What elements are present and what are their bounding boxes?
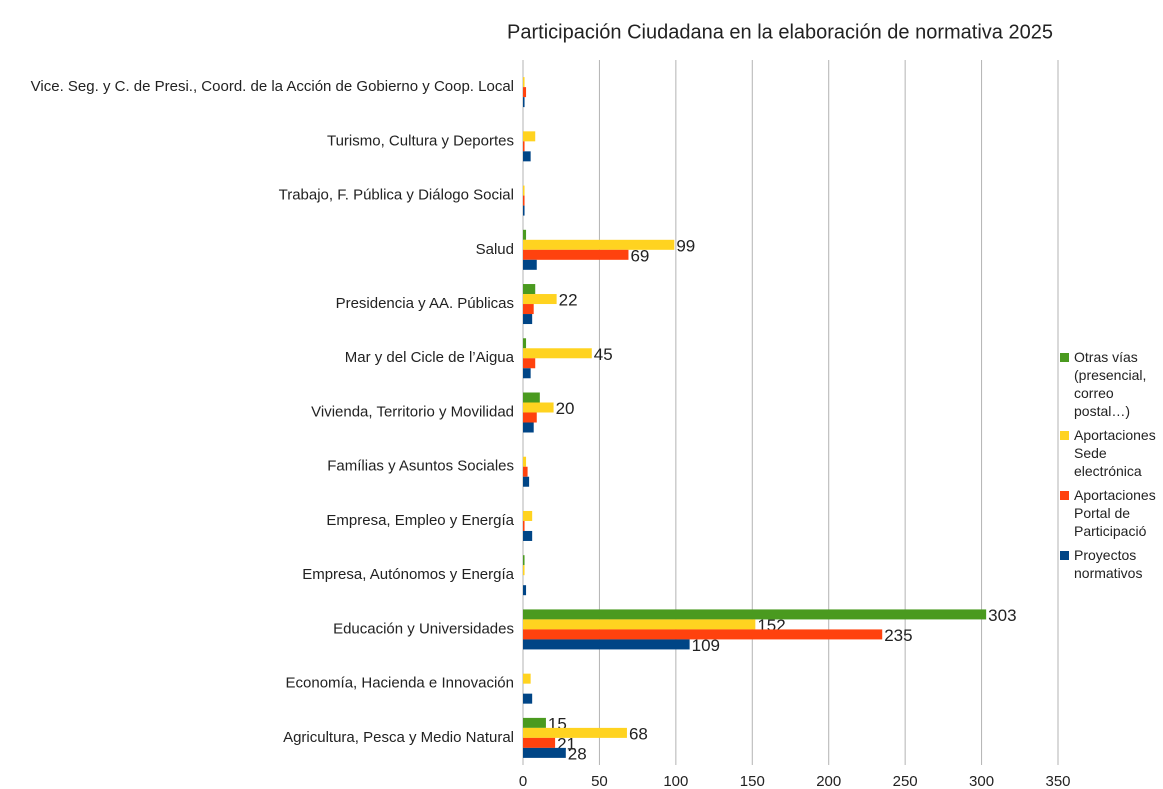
bar (523, 466, 528, 477)
bar (523, 422, 534, 433)
bar (523, 747, 566, 758)
bar (523, 284, 536, 295)
bar (523, 259, 537, 270)
y-tick-label: Vivienda, Territorio y Movilidad (311, 403, 514, 420)
data-label: 303 (988, 606, 1016, 625)
y-tick-label: Salud (476, 241, 514, 258)
y-tick-label: Turismo, Cultura y Deportes (327, 132, 514, 149)
bar (523, 530, 533, 541)
bar (523, 131, 536, 142)
bar (523, 97, 525, 108)
bar (523, 619, 756, 630)
bar (523, 555, 525, 566)
bar (523, 368, 531, 379)
bar (523, 249, 629, 260)
chart-title: Participación Ciudadana en la elaboració… (507, 21, 1053, 43)
legend-swatch (1060, 551, 1069, 560)
x-tick-label: 100 (663, 773, 688, 789)
bar (523, 402, 554, 413)
x-tick-label: 250 (893, 773, 918, 789)
data-label: 22 (559, 291, 578, 310)
bar (523, 314, 533, 325)
data-label: 28 (568, 744, 587, 763)
data-label: 235 (884, 626, 912, 645)
bar (523, 609, 987, 620)
x-tick-label: 150 (740, 773, 765, 789)
bar (523, 585, 527, 596)
legend-swatch (1060, 431, 1069, 440)
legend-swatch (1060, 491, 1069, 500)
bar (523, 510, 533, 521)
y-tick-label: Agricultura, Pesca y Medio Natural (283, 729, 514, 746)
x-tick-label: 300 (969, 773, 994, 789)
legend-item: Aportaciones Sede electrónica (1060, 426, 1160, 480)
bar (523, 717, 546, 728)
bar (523, 338, 527, 349)
bar (523, 77, 525, 88)
bar (523, 87, 527, 98)
bar (523, 673, 531, 684)
bar (523, 239, 675, 250)
bar (523, 185, 525, 196)
legend-item: Aportaciones Portal de Participació (1060, 486, 1160, 540)
y-tick-label: Economía, Hacienda e Innovación (286, 675, 514, 692)
bar (523, 348, 592, 359)
legend-swatch (1060, 353, 1069, 362)
x-tick-label: 0 (519, 773, 527, 789)
bar (523, 456, 527, 467)
data-label: 69 (630, 246, 649, 265)
y-tick-label: Trabajo, F. Pública y Diálogo Social (279, 187, 514, 204)
legend-item: Otras vías (presencial, correo postal…) (1060, 348, 1160, 420)
data-label: 99 (676, 236, 695, 255)
y-tick-label: Empresa, Autónomos y Energía (302, 566, 514, 583)
legend-label: Aportaciones Sede electrónica (1074, 427, 1156, 479)
bar (523, 565, 525, 576)
y-tick-label: Famílias y Asuntos Sociales (327, 458, 514, 475)
y-tick-label: Mar y del Cicle de l’Aigua (345, 349, 515, 366)
legend-label: Proyectos normativos (1074, 547, 1143, 581)
bar (523, 639, 690, 650)
x-tick-label: 50 (591, 773, 608, 789)
data-label: 68 (629, 724, 648, 743)
bar (523, 737, 556, 748)
bar (523, 151, 531, 162)
bar (523, 520, 525, 531)
x-tick-label: 200 (816, 773, 841, 789)
bar (523, 229, 527, 240)
y-tick-label: Empresa, Empleo y Energía (326, 512, 514, 529)
y-tick-label: Educación y Universidades (333, 620, 514, 637)
bar (523, 727, 627, 738)
legend-item: Proyectos normativos (1060, 546, 1160, 582)
data-label: 20 (556, 399, 575, 418)
data-label: 45 (594, 345, 613, 364)
x-tick-label: 350 (1045, 773, 1070, 789)
bar (523, 195, 525, 206)
bar (523, 412, 537, 423)
legend-label: Otras vías (presencial, correo postal…) (1074, 349, 1147, 419)
bar (523, 304, 534, 315)
bar (523, 294, 557, 305)
bar (523, 629, 883, 640)
bar (523, 392, 540, 403)
bar (523, 476, 530, 487)
data-label: 109 (692, 636, 720, 655)
bar (523, 205, 525, 216)
y-tick-label: Presidencia y AA. Públicas (336, 295, 514, 312)
y-tick-label: Vice. Seg. y C. de Presi., Coord. de la … (31, 78, 514, 95)
bar (523, 693, 533, 704)
bar (523, 358, 536, 369)
bar (523, 141, 525, 152)
legend-label: Aportaciones Portal de Participació (1074, 487, 1156, 539)
legend: Otras vías (presencial, correo postal…) A… (1060, 348, 1160, 588)
